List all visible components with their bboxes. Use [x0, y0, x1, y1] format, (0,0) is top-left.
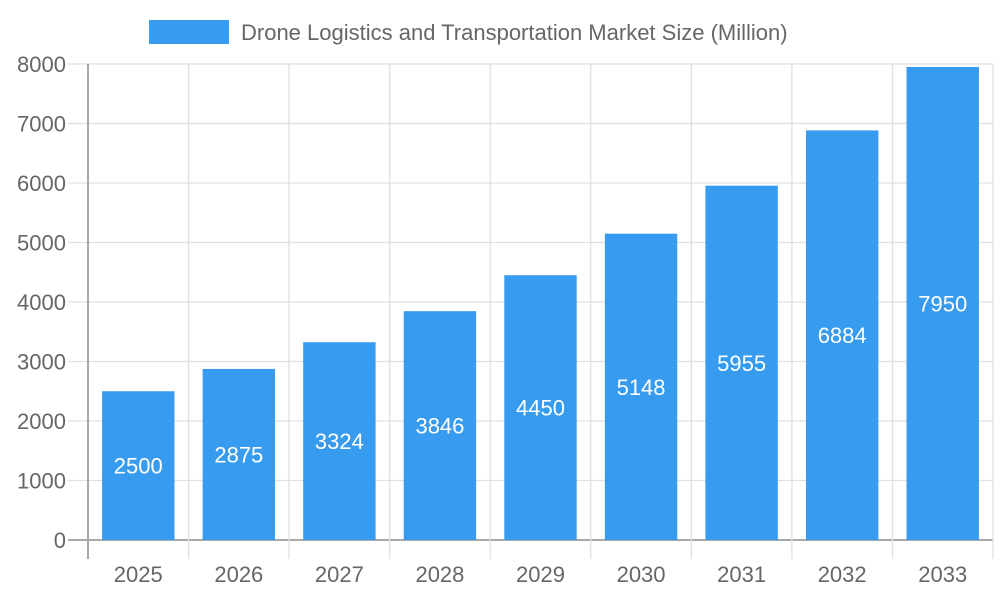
bar	[604, 233, 678, 540]
x-tick-label: 2029	[516, 562, 565, 587]
bar	[805, 130, 879, 541]
data-label: 3324	[315, 429, 364, 454]
x-tick-label: 2028	[415, 562, 464, 587]
data-label: 2875	[214, 442, 263, 467]
data-label: 5148	[617, 375, 666, 400]
y-tick-label: 0	[54, 528, 66, 553]
data-label: 4450	[516, 396, 565, 421]
bar	[504, 275, 577, 540]
x-tick-label: 2025	[114, 562, 163, 587]
x-tick-label: 2032	[818, 562, 867, 587]
data-label: 5955	[717, 351, 766, 376]
bar	[906, 66, 979, 540]
data-label: 7950	[918, 291, 967, 316]
data-label: 3846	[415, 414, 464, 439]
data-label: 6884	[818, 323, 867, 348]
bar	[102, 391, 175, 540]
x-tick-label: 2030	[617, 562, 666, 587]
x-tick-label: 2033	[918, 562, 967, 587]
y-tick-label: 5000	[17, 231, 66, 256]
y-tick-label: 7000	[17, 112, 66, 137]
legend[interactable]: Drone Logistics and Transportation Marke…	[149, 20, 788, 45]
y-tick-label: 1000	[17, 469, 66, 494]
x-tick-label: 2031	[717, 562, 766, 587]
bar	[403, 311, 477, 540]
y-tick-label: 3000	[17, 350, 66, 375]
bar	[705, 185, 778, 541]
legend-swatch	[149, 20, 229, 44]
legend-label: Drone Logistics and Transportation Marke…	[241, 20, 788, 45]
bar	[202, 368, 276, 540]
y-tick-label: 6000	[17, 171, 66, 196]
x-tick-label: 2027	[315, 562, 364, 587]
y-tick-label: 2000	[17, 409, 66, 434]
y-tick-label: 8000	[17, 52, 66, 77]
bar	[303, 342, 376, 540]
y-tick-label: 4000	[17, 290, 66, 315]
data-label: 2500	[114, 454, 163, 479]
x-tick-label: 2026	[214, 562, 263, 587]
